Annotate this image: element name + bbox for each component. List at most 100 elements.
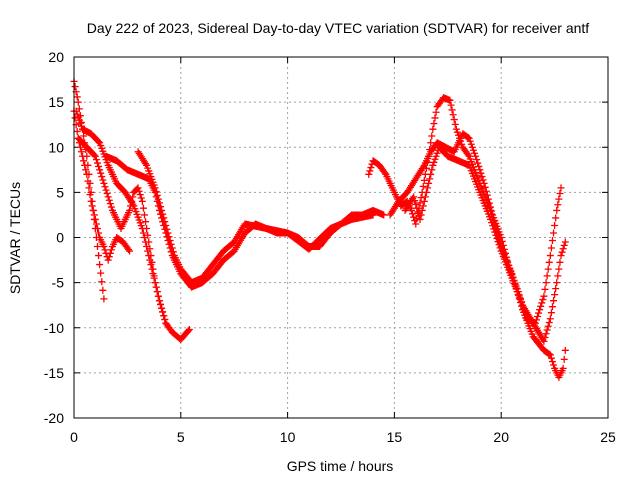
data-point <box>134 184 142 192</box>
data-point <box>411 197 419 205</box>
data-point <box>429 125 437 133</box>
data-point <box>157 203 165 211</box>
data-point <box>448 106 456 114</box>
y-tick-label: -15 <box>44 365 64 381</box>
data-point <box>493 234 501 242</box>
data-point <box>430 120 438 128</box>
data-point <box>151 184 159 192</box>
data-point <box>140 211 148 219</box>
data-point <box>416 215 424 223</box>
data-point <box>83 170 91 178</box>
data-point <box>419 202 427 210</box>
data-point <box>167 240 175 248</box>
data-point <box>479 176 487 184</box>
data-point <box>129 193 137 201</box>
data-point <box>157 300 165 308</box>
data-point <box>556 258 564 266</box>
data-point <box>546 351 554 359</box>
data-point <box>557 252 565 260</box>
data-point <box>467 140 475 148</box>
data-point <box>135 187 143 195</box>
data-point <box>107 246 115 254</box>
data-point <box>104 256 112 264</box>
data-point <box>559 245 567 253</box>
data-point <box>146 245 154 253</box>
data-point <box>546 315 554 323</box>
data-point <box>489 222 497 230</box>
data-point <box>487 215 495 223</box>
data-point <box>81 161 89 169</box>
data-point <box>447 101 455 109</box>
x-tick-label: 25 <box>600 429 616 445</box>
data-point <box>127 202 135 210</box>
data-point <box>150 272 158 280</box>
data-point <box>410 213 418 221</box>
data-point <box>490 225 498 233</box>
data-point <box>88 202 96 210</box>
data-point <box>420 176 428 184</box>
data-point <box>473 156 481 164</box>
data-point <box>495 241 503 249</box>
data-point <box>126 247 134 255</box>
data-point <box>560 241 568 249</box>
data-point <box>73 110 81 118</box>
data-point <box>432 152 440 160</box>
data-point <box>152 188 160 196</box>
data-point <box>138 197 146 205</box>
data-point <box>551 221 559 229</box>
data-point <box>414 208 422 216</box>
data-point <box>90 211 98 219</box>
data-point <box>93 243 101 251</box>
y-tick-label: -5 <box>52 275 65 291</box>
data-point <box>545 318 553 326</box>
data-point <box>152 283 160 291</box>
data-point <box>484 195 492 203</box>
data-point <box>554 201 562 209</box>
data-point <box>149 265 157 273</box>
data-point <box>494 238 502 246</box>
data-point <box>427 170 435 178</box>
data-point <box>153 191 161 199</box>
data-point <box>548 237 556 245</box>
plot-frame <box>73 56 609 419</box>
x-tick-label: 15 <box>387 429 403 445</box>
series-arc-9 <box>401 143 569 345</box>
data-point <box>545 350 553 358</box>
data-point <box>99 286 107 294</box>
x-tick-label: 20 <box>493 429 509 445</box>
data-point <box>169 248 177 256</box>
data-point <box>93 224 101 232</box>
data-point <box>165 233 173 241</box>
data-point <box>561 238 569 246</box>
data-point <box>421 193 429 201</box>
data-point <box>137 194 145 202</box>
data-point <box>366 167 374 175</box>
data-point <box>381 169 389 177</box>
data-point <box>155 297 163 305</box>
data-point <box>487 203 495 211</box>
series-arc-3 <box>72 107 170 327</box>
x-axis-label: GPS time / hours <box>287 458 394 474</box>
data-point <box>95 252 103 260</box>
data-point <box>100 179 108 187</box>
data-point <box>106 200 114 208</box>
data-point <box>101 183 109 191</box>
data-point <box>92 156 100 164</box>
data-point <box>474 159 482 167</box>
data-point <box>184 327 192 335</box>
data-point <box>380 211 388 219</box>
series-arc-4 <box>74 134 193 343</box>
data-point <box>466 137 474 145</box>
data-point <box>76 143 84 151</box>
data-point <box>559 364 567 372</box>
data-point <box>77 148 85 156</box>
data-point <box>166 237 174 245</box>
data-point <box>427 139 435 147</box>
data-point <box>154 292 162 300</box>
data-point <box>476 166 484 174</box>
data-point <box>158 206 166 214</box>
data-point <box>424 184 432 192</box>
data-point <box>425 179 433 187</box>
data-point <box>95 138 103 146</box>
